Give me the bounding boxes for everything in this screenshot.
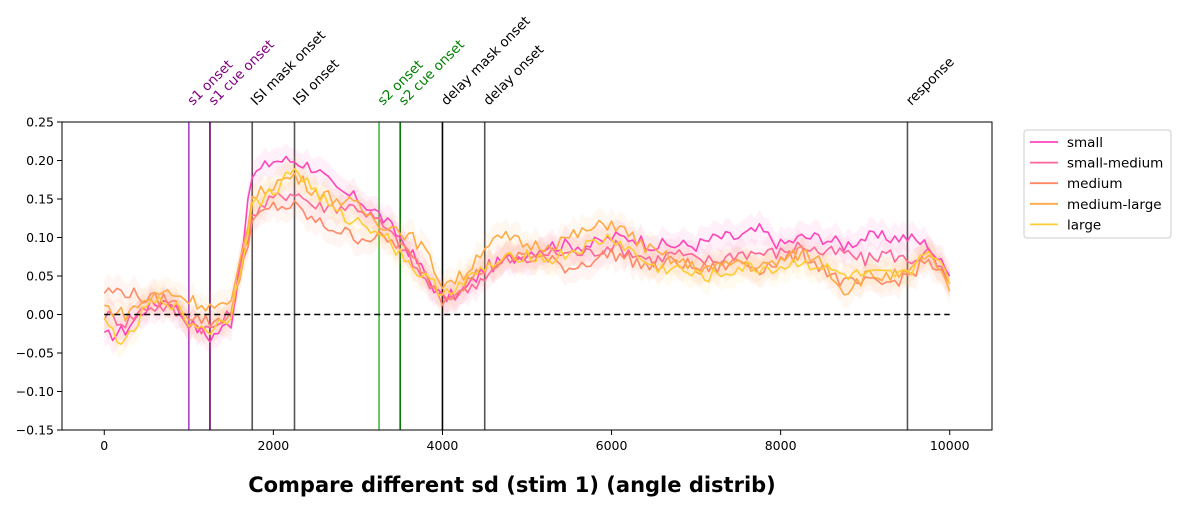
series-band — [104, 159, 950, 335]
series-line — [104, 172, 951, 322]
y-tick-label: 0.00 — [26, 307, 54, 322]
legend-label: small — [1067, 135, 1103, 151]
event-label: response — [903, 54, 958, 109]
y-tick-label: 0.25 — [26, 115, 54, 130]
legend: small small-medium medium medium-large large — [1023, 129, 1172, 239]
y-tick-label: −0.10 — [16, 384, 54, 399]
series-band — [104, 187, 950, 341]
x-tick-label: 2000 — [257, 438, 289, 453]
y-tick-label: 0.20 — [26, 153, 54, 168]
x-tick-label: 6000 — [596, 438, 628, 453]
legend-label: small-medium — [1067, 156, 1163, 172]
legend-label: medium — [1067, 176, 1122, 192]
x-axis-ticks: 0 2000 4000 6000 8000 10000 — [100, 430, 970, 453]
series-line — [103, 155, 951, 343]
y-tick-label: 0.05 — [26, 269, 54, 284]
x-tick-label: 10000 — [930, 438, 970, 453]
y-tick-label: −0.05 — [16, 346, 54, 361]
x-tick-label: 4000 — [427, 438, 459, 453]
y-axis-ticks: −0.15 −0.10 −0.05 0.00 0.05 0.10 0.15 0.20 0.25 — [16, 115, 62, 438]
series-line — [103, 200, 951, 328]
legend-label: large — [1067, 217, 1101, 233]
y-tick-label: 0.15 — [26, 192, 54, 207]
y-tick-label: −0.15 — [16, 423, 54, 438]
legend-box — [1023, 129, 1172, 239]
event-label: ISI mask onset — [248, 28, 329, 109]
legend-label: medium-large — [1067, 197, 1162, 213]
x-tick-label: 0 — [100, 438, 108, 453]
x-tick-label: 8000 — [765, 438, 797, 453]
series-lines — [103, 155, 951, 346]
series-line — [103, 168, 951, 346]
chart-title: Compare different sd (stim 1) (angle dis… — [248, 473, 776, 497]
y-tick-label: 0.10 — [26, 230, 54, 245]
